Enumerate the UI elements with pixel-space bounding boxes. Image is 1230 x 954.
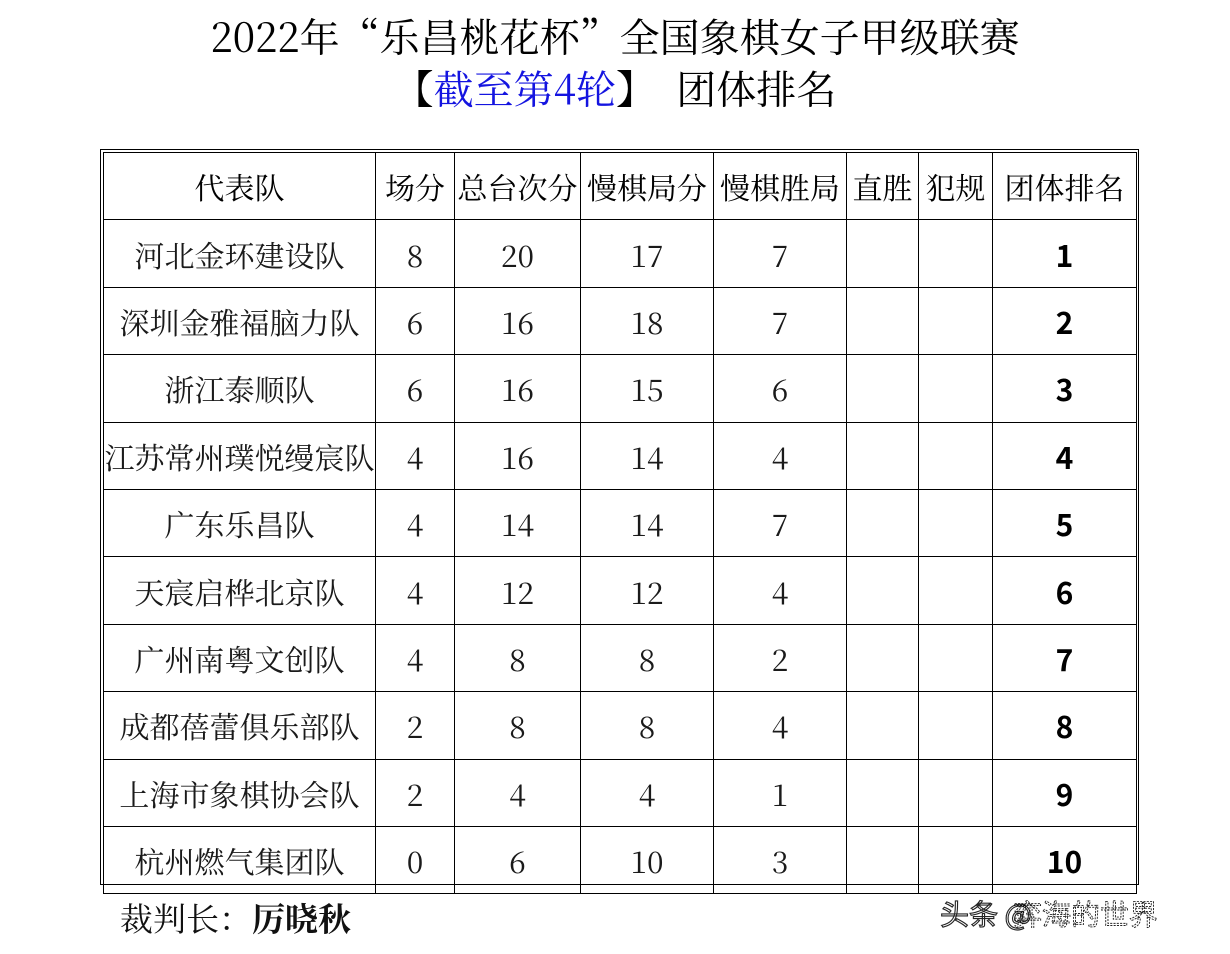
svg-text:弈海的世界: 弈海的世界 — [1013, 892, 1158, 934]
